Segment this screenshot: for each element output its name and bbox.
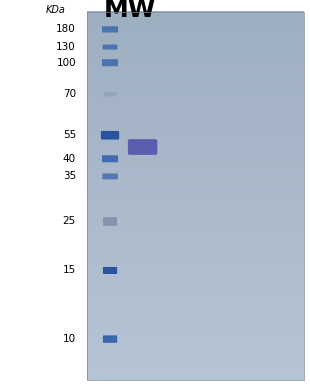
FancyBboxPatch shape [103,217,117,226]
Text: 130: 130 [56,42,76,52]
FancyBboxPatch shape [102,26,118,33]
Text: MW: MW [104,0,156,22]
Text: 70: 70 [63,89,76,99]
Text: 35: 35 [63,171,76,181]
Text: 40: 40 [63,154,76,164]
Text: 10: 10 [63,334,76,344]
FancyBboxPatch shape [102,173,118,180]
Text: 100: 100 [56,58,76,68]
FancyBboxPatch shape [103,44,117,49]
Bar [87,12,304,380]
FancyBboxPatch shape [104,92,117,96]
FancyBboxPatch shape [102,59,118,66]
Text: 55: 55 [63,130,76,140]
FancyBboxPatch shape [102,155,118,162]
FancyBboxPatch shape [103,267,117,274]
Text: 180: 180 [56,24,76,34]
FancyBboxPatch shape [128,139,157,155]
Text: 15: 15 [63,265,76,276]
Text: 25: 25 [63,216,76,227]
Text: KDa: KDa [46,5,66,15]
FancyBboxPatch shape [101,131,119,140]
FancyBboxPatch shape [103,336,117,343]
